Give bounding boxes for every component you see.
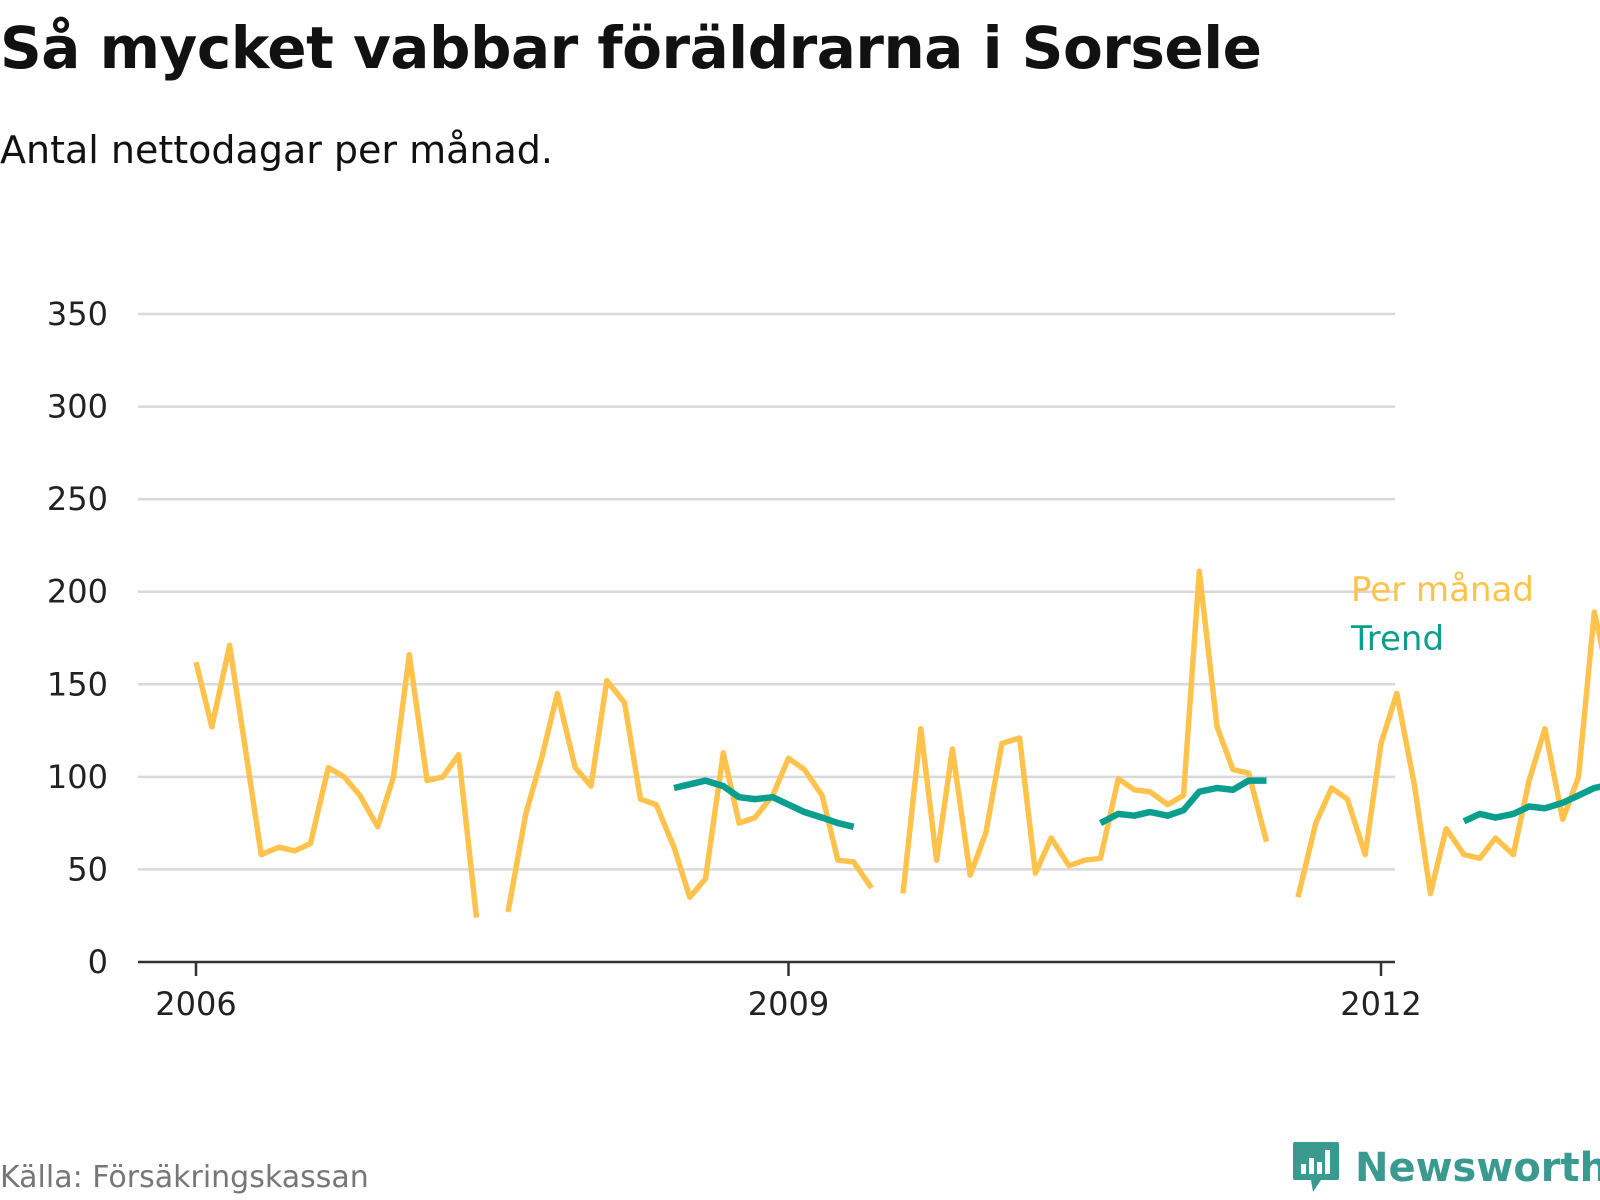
y-tick-label: 200 xyxy=(47,573,108,611)
brand-name: Newsworthy xyxy=(1355,1145,1600,1191)
x-tick-label: 2009 xyxy=(748,985,829,1023)
y-tick-label: 50 xyxy=(67,850,108,888)
legend-entry-trend: Trend xyxy=(1350,619,1444,659)
y-tick-label: 150 xyxy=(47,665,108,703)
chart-title: Så mycket vabbar föräldrarna i Sorsele xyxy=(0,14,1262,82)
y-tick-label: 300 xyxy=(47,388,108,426)
x-tick-label: 2012 xyxy=(1340,985,1421,1023)
brand-logo[interactable]: Newsworthy xyxy=(1291,1140,1600,1196)
series-lines xyxy=(193,568,1600,918)
legend: Per månad Trend xyxy=(1350,570,1534,659)
x-tick-label: 2006 xyxy=(155,985,236,1023)
x-axis: 2006200920122015201820212023 xyxy=(138,960,1422,1023)
chart-subtitle: Antal nettodagar per månad. xyxy=(0,128,554,172)
y-tick-label: 100 xyxy=(47,758,108,796)
series-line-trend xyxy=(673,777,1600,830)
y-tick-label: 250 xyxy=(47,480,108,518)
newsworthy-logo-icon xyxy=(1293,1142,1339,1192)
series-line-per-manad xyxy=(193,568,1600,918)
y-axis-ticks: 0 50 100 150 200 250 300 350 xyxy=(47,295,108,981)
grid-lines xyxy=(138,312,1395,871)
y-tick-label: 350 xyxy=(47,295,108,333)
y-tick-label: 0 xyxy=(88,943,108,981)
source-note: Källa: Försäkringskassan xyxy=(0,1160,369,1195)
legend-entry-per-manad: Per månad xyxy=(1351,570,1534,610)
